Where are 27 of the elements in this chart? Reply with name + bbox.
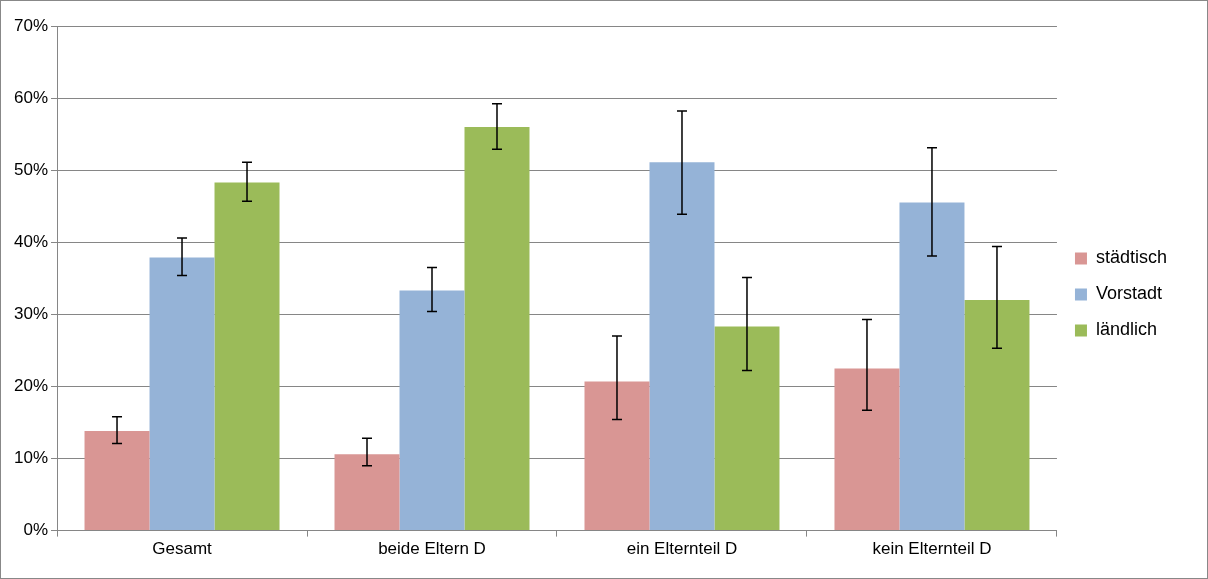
y-tick-label: 50% — [13, 159, 49, 179]
y-tick-label: 40% — [13, 231, 49, 251]
bar — [584, 381, 650, 531]
bar — [964, 299, 1030, 531]
x-tick-label: beide Eltern D — [378, 539, 486, 559]
y-tick-label: 70% — [13, 15, 49, 35]
bar — [464, 126, 530, 531]
x-tick-label: kein Elternteil D — [872, 539, 992, 559]
y-tick-label: 10% — [13, 448, 49, 468]
bar — [714, 326, 780, 531]
y-tick-label: 30% — [13, 304, 49, 324]
bar — [84, 431, 150, 531]
bar — [399, 290, 465, 531]
bar — [834, 368, 900, 531]
bar — [334, 454, 400, 531]
y-tick-label: 60% — [13, 87, 49, 107]
legend-label: Vorstadt — [1095, 283, 1163, 304]
legend-label: städtisch — [1095, 247, 1168, 268]
x-tick-label: ein Elternteil D — [626, 539, 738, 559]
y-tick-label: 20% — [13, 376, 49, 396]
y-tick-label: 0% — [23, 520, 49, 540]
bar — [214, 182, 280, 531]
legend-label: ländlich — [1095, 319, 1158, 340]
bar — [649, 162, 715, 531]
bar — [149, 257, 215, 531]
x-tick-label: Gesamt — [152, 539, 213, 559]
bar — [899, 202, 965, 531]
